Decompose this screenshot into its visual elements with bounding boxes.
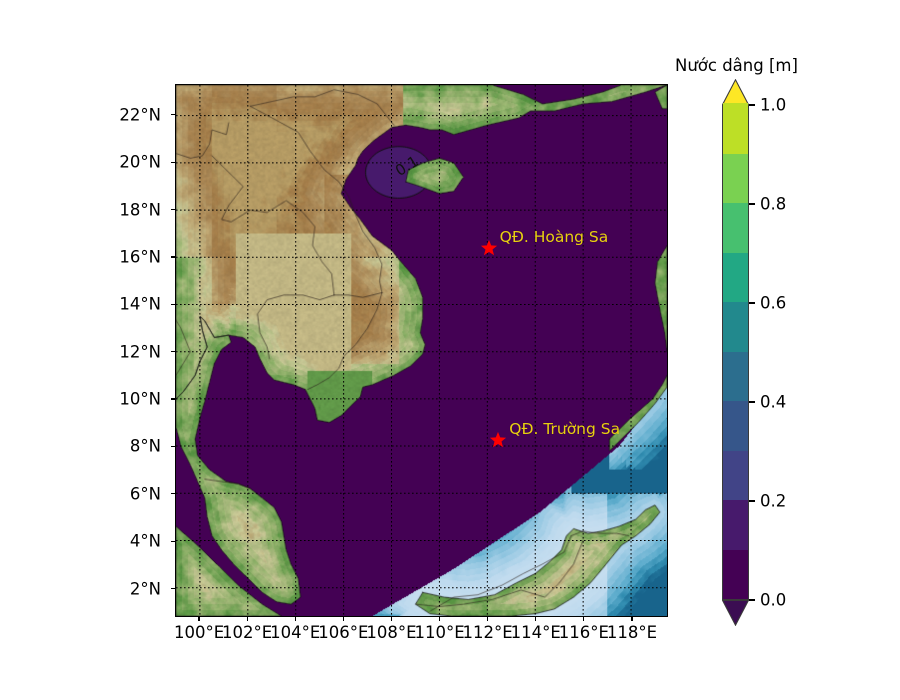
colorbar-tick-label: 0.6 — [760, 293, 787, 313]
ytick-label: 8°N — [129, 436, 161, 456]
ytick-mark — [171, 303, 175, 305]
xtick-mark — [438, 617, 441, 621]
colorbar-tick-label: 0.0 — [760, 590, 787, 610]
ytick-mark — [171, 398, 175, 400]
colorbar-tick-label: 0.8 — [760, 194, 787, 214]
colorbar-band — [723, 350, 748, 401]
xtick-label: 106°E — [318, 623, 369, 642]
colorbar-band — [723, 152, 748, 203]
ytick-label: 20°N — [119, 152, 161, 172]
marker-layer: QĐ. Hoàng Sa QĐ. Trường Sa 0.1 — [176, 85, 667, 616]
ytick-label: 4°N — [129, 531, 161, 551]
ytick-mark — [171, 493, 175, 495]
colorbar-extend-top-arrow — [722, 79, 749, 105]
colorbar-tick-label: 0.4 — [760, 392, 787, 412]
colorbar-tick-mark — [749, 500, 755, 502]
colorbar-band — [723, 548, 748, 599]
latitude-axis-labels: 2°N 4°N 6°N 8°N 10°N 12°N 14°N 16°N 18°N 20°N 22°N — [0, 0, 175, 700]
ytick-mark — [171, 256, 175, 258]
colorbar-band — [723, 202, 748, 253]
xtick-label: 108°E — [366, 623, 417, 642]
xtick-mark — [631, 617, 633, 621]
colorbar-tick-mark — [749, 302, 755, 304]
xtick-label: 112°E — [462, 623, 513, 642]
colorbar-band — [723, 251, 748, 302]
colorbar-tick-label: 0.2 — [760, 491, 787, 511]
xtick-mark — [246, 617, 248, 621]
xtick-label: 118°E — [606, 623, 658, 642]
xtick-mark — [390, 617, 393, 621]
colorbar-tick-mark — [749, 599, 755, 601]
island-label: QĐ. Trường Sa — [509, 420, 621, 439]
colorbar-band — [723, 301, 748, 352]
ytick-mark — [171, 208, 175, 211]
ytick-label: 14°N — [119, 294, 161, 314]
colorbar-tick-label: 1.0 — [760, 95, 787, 115]
ytick-label: 12°N — [119, 342, 161, 362]
xtick-mark — [535, 617, 537, 621]
ytick-label: 2°N — [129, 579, 161, 599]
colorbar-tick-mark — [749, 104, 755, 106]
colorbar-bands — [722, 103, 749, 600]
colorbar-band — [723, 499, 748, 550]
ytick-mark — [171, 587, 175, 590]
colorbar-extend-bottom-arrow — [722, 600, 749, 626]
xtick-mark — [342, 617, 344, 621]
xtick-label: 100°E — [173, 623, 225, 642]
colorbar-title: Nước dâng [m] — [675, 56, 798, 75]
ytick-mark — [171, 161, 175, 163]
xtick-mark — [294, 617, 296, 621]
colorbar-band — [723, 449, 748, 500]
ytick-label: 16°N — [119, 247, 161, 267]
xtick-label: 116°E — [558, 623, 609, 642]
colorbar-band — [723, 400, 748, 451]
colorbar-tick-mark — [749, 203, 755, 205]
island-label: QĐ. Hoàng Sa — [499, 228, 609, 247]
ytick-label: 6°N — [129, 484, 161, 504]
colorbar-band — [723, 103, 748, 154]
xtick-label: 102°E — [222, 623, 273, 642]
colorbar[interactable]: 1.0 0.8 0.6 0.4 0.2 0.0 — [722, 79, 786, 626]
ytick-label: 22°N — [119, 105, 161, 125]
terrain-surge-raster — [176, 85, 667, 616]
ytick-mark — [171, 540, 175, 542]
colorbar-tick-mark — [749, 401, 755, 403]
xtick-mark — [583, 617, 585, 621]
ytick-label: 10°N — [119, 389, 161, 409]
ytick-mark — [171, 351, 175, 353]
xtick-label: 114°E — [510, 623, 561, 642]
xtick-label: 104°E — [270, 623, 321, 642]
xtick-label: 110°E — [414, 623, 465, 642]
xtick-mark — [487, 617, 489, 621]
ytick-mark — [171, 445, 175, 448]
ytick-label: 18°N — [119, 200, 161, 220]
ytick-mark — [171, 114, 175, 116]
xtick-mark — [198, 617, 200, 621]
